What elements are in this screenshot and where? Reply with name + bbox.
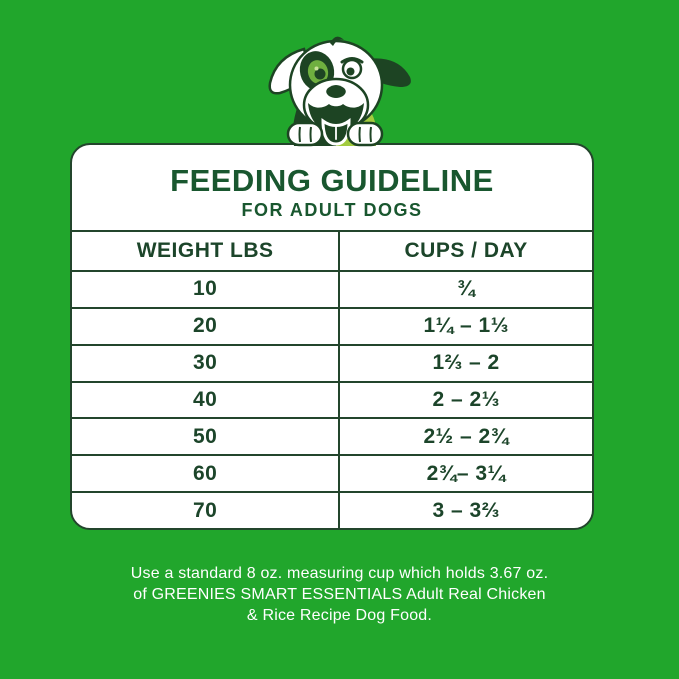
weight-value: 50 xyxy=(192,424,218,448)
weight-value: 10 xyxy=(192,277,218,301)
cups-value: 1¼ – 1⅓ xyxy=(338,308,592,344)
weight-value: 70 xyxy=(192,498,218,522)
cups-value: 2 – 2⅓ xyxy=(338,382,592,418)
dog-left-paw xyxy=(286,121,324,147)
table-header-row: WEIGHT LBS CUPS / DAY xyxy=(72,230,592,270)
dog-right-paw-toes xyxy=(358,126,372,143)
page-subtitle: FOR ADULT DOGS xyxy=(241,200,423,220)
table-row: 30 1⅔ – 2 xyxy=(72,343,592,381)
table-row: 20 1¼ – 1⅓ xyxy=(72,306,592,344)
dog-hair-tuft xyxy=(330,36,344,46)
weight-value: 20 xyxy=(192,314,218,338)
measuring-cup-note: Use a standard 8 oz. measuring cup which… xyxy=(0,563,679,626)
dog-right-brow xyxy=(340,57,364,64)
note-line: & Rice Recipe Dog Food. xyxy=(246,607,433,624)
cups-value: 2½ – 2¾ xyxy=(338,419,592,455)
weight-value: 40 xyxy=(192,388,218,411)
cups-value: ¾ xyxy=(338,272,592,307)
dog-mascot-illustration xyxy=(244,27,428,148)
feeding-table: WEIGHT LBS CUPS / DAY 10 ¾ 20 1¼ – 1⅓ 30… xyxy=(72,230,592,528)
column-header-weight: WEIGHT LBS xyxy=(136,239,274,262)
weight-value: 60 xyxy=(192,461,218,485)
table-row: 10 ¾ xyxy=(72,270,592,307)
cups-value: 2¾– 3¼ xyxy=(338,456,592,492)
dog-nose xyxy=(326,85,346,98)
table-row: 60 2¾– 3¼ xyxy=(72,454,592,492)
dog-mascot-icon xyxy=(268,36,411,147)
dog-right-paw xyxy=(346,121,384,147)
weight-value: 30 xyxy=(192,351,218,375)
card-header: FEEDING GUIDELINE FOR ADULT DOGS xyxy=(72,145,592,221)
dog-left-pupil xyxy=(314,68,326,80)
cups-value: 1⅔ – 2 xyxy=(338,345,592,381)
feeding-guideline-card: FEEDING GUIDELINE FOR ADULT DOGS WEIGHT … xyxy=(70,143,594,530)
table-row: 40 2 – 2⅓ xyxy=(72,380,592,418)
note-line: of GREENIES SMART ESSENTIALS Adult Real … xyxy=(133,586,546,603)
page-title: FEEDING GUIDELINE xyxy=(170,163,494,198)
note-line: Use a standard 8 oz. measuring cup which… xyxy=(130,565,549,582)
cups-value: 3 – 3⅔ xyxy=(338,493,592,528)
table-row: 50 2½ – 2¾ xyxy=(72,417,592,455)
dog-left-paw-toes xyxy=(298,126,312,143)
dog-right-pupil xyxy=(346,67,355,76)
table-row: 70 3 – 3⅔ xyxy=(72,491,592,528)
dog-left-eye-glint xyxy=(314,66,319,71)
column-header-cups: CUPS / DAY xyxy=(338,232,592,270)
